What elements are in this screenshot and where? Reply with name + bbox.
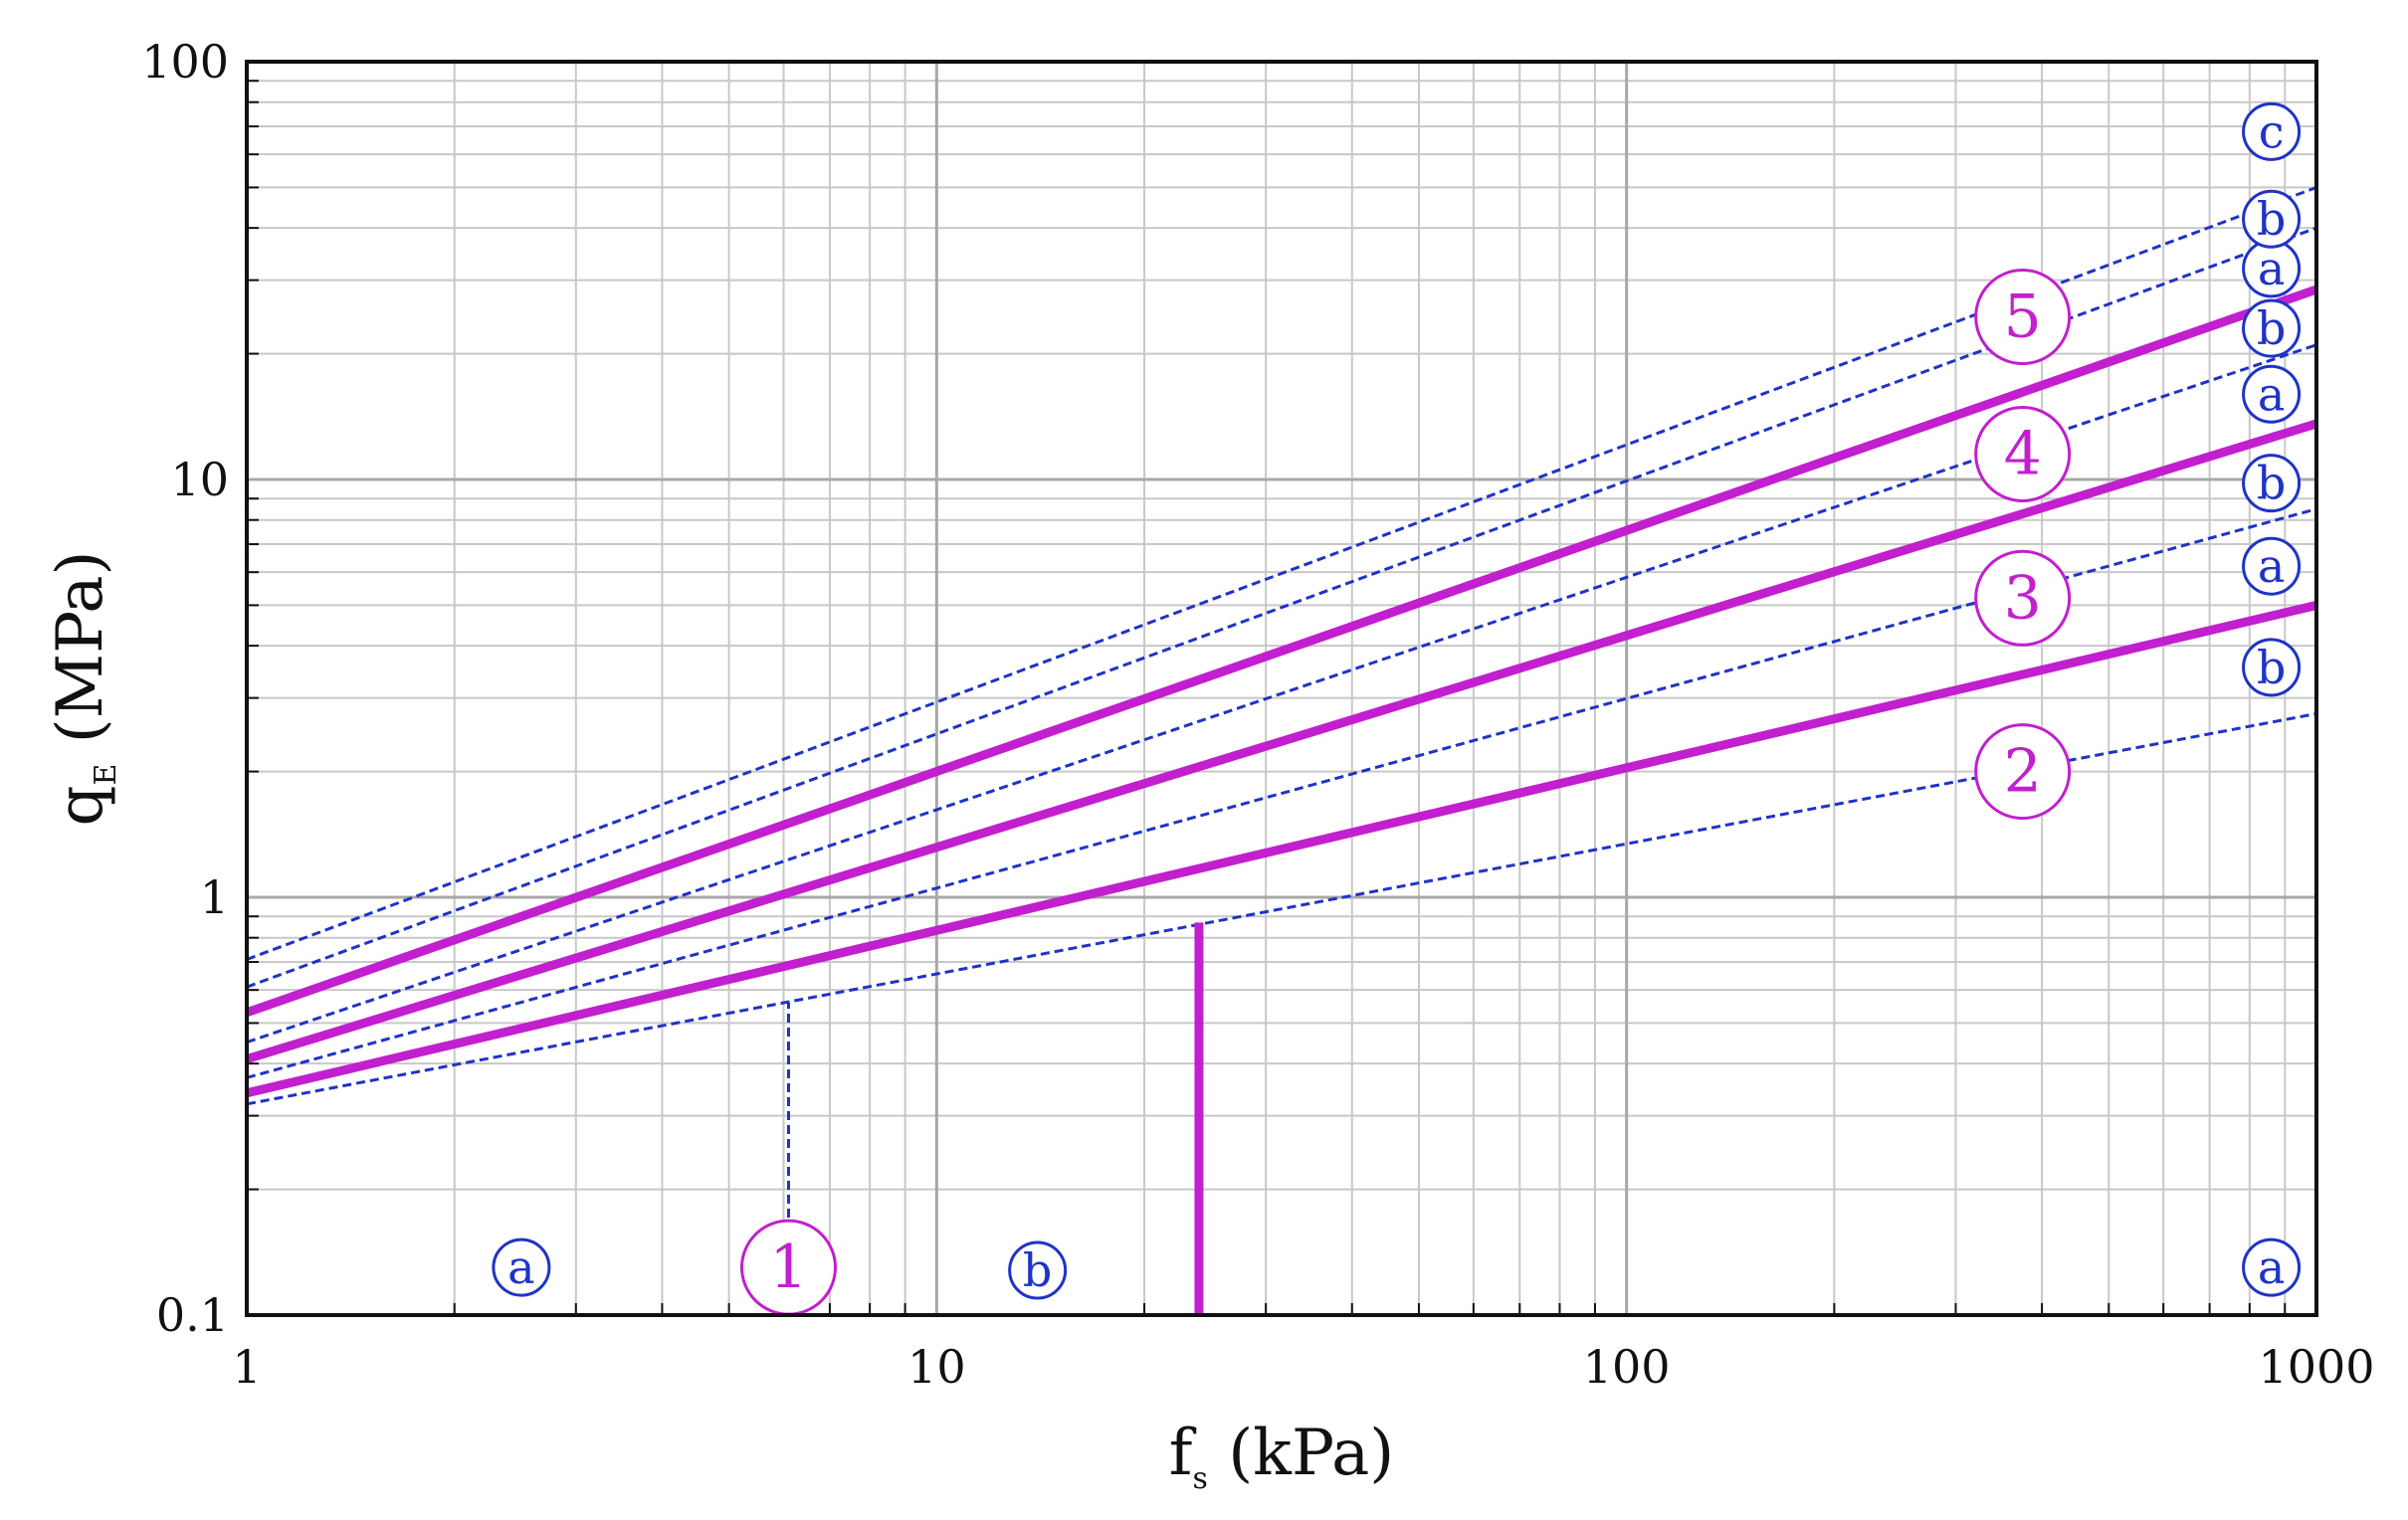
x-tick-label: 10	[907, 1340, 966, 1394]
y-tick-label: 100	[141, 35, 229, 89]
y-tick-label: 0.1	[156, 1288, 229, 1342]
label-text: 1	[769, 1233, 807, 1302]
zone-label-4: 4	[1974, 406, 2072, 503]
label-text: b	[2257, 641, 2286, 694]
label-text: 4	[2004, 420, 2042, 489]
label-text: a	[507, 1240, 534, 1294]
subzone-label-b: b	[2242, 638, 2302, 697]
subzone-label-a: a	[2242, 536, 2302, 596]
label-circle	[1974, 269, 2072, 366]
y-tick-label: 10	[170, 453, 229, 506]
label-circle	[2242, 454, 2302, 513]
subdivision-line-5b-5c	[246, 186, 2317, 961]
x-axis-title: fs (kPa)	[1169, 1417, 1395, 1496]
label-circle	[1974, 406, 2072, 503]
subzone-label-a: a	[492, 1237, 551, 1297]
label-circle	[2242, 1237, 2302, 1297]
subzone-label-a: a	[2242, 239, 2302, 298]
subdivision-line-4a-4b	[246, 343, 2317, 1045]
boundary-line-2-3	[245, 601, 2318, 1098]
label-text: c	[2259, 104, 2285, 158]
series	[245, 186, 2318, 1315]
zone-label-5: 5	[1974, 269, 2072, 366]
label-circle	[1008, 1240, 1068, 1300]
subzone-label-a: a	[2242, 1237, 2302, 1297]
label-text: b	[2257, 192, 2286, 246]
label-circle	[2242, 298, 2302, 358]
label-circle	[492, 1237, 551, 1297]
label-text: a	[2258, 242, 2285, 295]
zone-label-1: 1	[739, 1219, 837, 1316]
label-text: 5	[2004, 283, 2042, 352]
subzone-label-b: b	[1008, 1240, 1068, 1300]
label-circle	[2242, 101, 2302, 161]
boundary-line-4-5	[245, 285, 2318, 1018]
label-circle	[1974, 723, 2072, 821]
boundary-line-3-4	[245, 419, 2318, 1063]
label-text: 2	[2004, 737, 2042, 807]
x-tick-label: 1000	[2258, 1340, 2374, 1394]
y-axis-title-group: qE (MPa)	[44, 550, 123, 826]
zone-label-3: 3	[1974, 549, 2072, 647]
x-tick-label: 1	[232, 1340, 261, 1394]
y-tick-label: 1	[200, 870, 229, 924]
subdivision-line-3a-3b	[246, 507, 2317, 1079]
label-circle	[1974, 549, 2072, 647]
label-text: b	[1023, 1243, 1052, 1297]
subzone-label-b: b	[2242, 189, 2302, 249]
label-text: a	[2258, 539, 2285, 593]
label-text: a	[2258, 367, 2285, 421]
grid	[247, 62, 2316, 1315]
subdivision-line-2a-2b	[246, 712, 2317, 1106]
subzone-label-b: b	[2242, 454, 2302, 513]
subzone-label-c: c	[2242, 101, 2302, 161]
plot-frame	[245, 60, 2318, 1317]
zone-label-2: 2	[1974, 723, 2072, 821]
label-circle	[2242, 536, 2302, 596]
label-text: b	[2257, 457, 2286, 510]
label-text: a	[2258, 1240, 2285, 1294]
x-tick-label: 100	[1583, 1340, 1671, 1394]
subdivision-line-5a-5b	[246, 226, 2317, 989]
subzone-label-b: b	[2242, 298, 2302, 358]
label-circle	[2242, 189, 2302, 249]
label-circle	[2242, 364, 2302, 424]
label-text: 3	[2004, 563, 2042, 633]
label-circle	[2242, 638, 2302, 697]
y-axis-title: qE (MPa)	[44, 550, 123, 826]
subzone-label-a: a	[2242, 364, 2302, 424]
label-text: b	[2257, 301, 2286, 355]
